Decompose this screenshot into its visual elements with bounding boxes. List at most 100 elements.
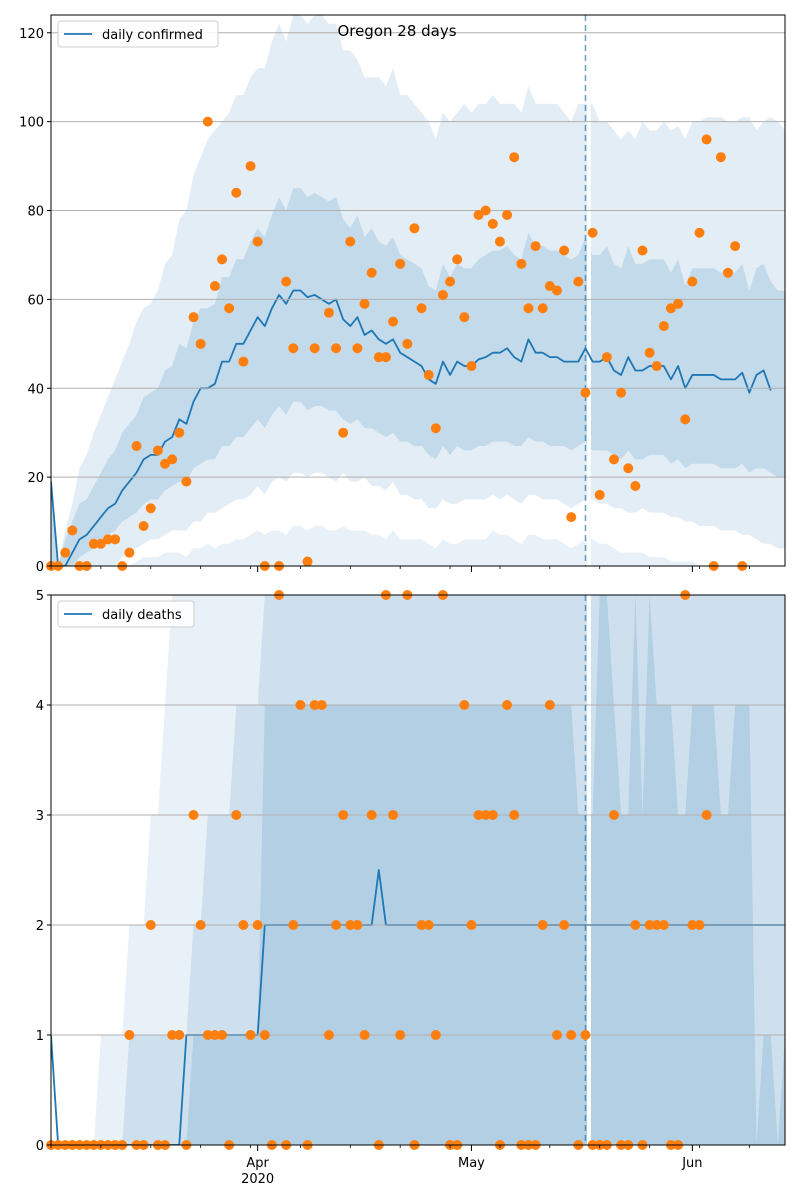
- confirmed-data-point: [480, 205, 491, 216]
- confirmed-data-point: [452, 254, 463, 265]
- deaths-y-tick-label: 4: [36, 699, 44, 714]
- confirmed-data-point: [715, 152, 726, 163]
- confirmed-data-point: [409, 223, 420, 234]
- confirmed-data-point: [238, 356, 249, 367]
- confirmed-data-point: [338, 427, 349, 438]
- confirmed-data-point: [181, 476, 192, 487]
- confirmed-data-point: [416, 303, 427, 314]
- deaths-legend-label: daily deaths: [102, 608, 182, 623]
- confirmed-legend: daily confirmed: [57, 20, 219, 48]
- deaths-data-point: [188, 810, 199, 820]
- deaths-data-point: [430, 1030, 441, 1040]
- confirmed-data-point: [637, 245, 648, 256]
- confirmed-data-point: [224, 303, 235, 314]
- confirmed-data-point: [523, 303, 534, 314]
- deaths-y-tick-label: 5: [36, 589, 44, 604]
- deaths-band-middle: [51, 595, 785, 1145]
- deaths-data-point: [551, 1030, 562, 1040]
- deaths-data-point: [252, 920, 263, 930]
- confirmed-y-tick-label: 120: [19, 27, 44, 42]
- confirmed-data-point: [680, 414, 691, 425]
- confirmed-data-point: [473, 209, 484, 220]
- confirmed-data-point: [202, 116, 213, 127]
- confirmed-band-outer: [51, 526, 785, 566]
- confirmed-data-point: [509, 152, 520, 163]
- confirmed-y-tick-label: 40: [27, 382, 44, 397]
- confirmed-data-point: [209, 281, 220, 292]
- deaths-data-point: [559, 920, 570, 930]
- deaths-data-point: [202, 1030, 213, 1040]
- confirmed-data-point: [573, 276, 584, 287]
- confirmed-data-point: [665, 303, 676, 314]
- confirmed-band-inner: [51, 188, 785, 566]
- confirmed-data-point: [673, 298, 684, 309]
- deaths-data-point: [359, 1030, 370, 1040]
- deaths-legend-box: [57, 600, 195, 628]
- confirmed-data-point: [281, 276, 292, 287]
- confirmed-data-point: [494, 236, 505, 247]
- confirmed-data-point: [530, 241, 541, 252]
- confirmed-data-point: [623, 463, 634, 474]
- confirmed-data-point: [608, 454, 619, 465]
- confirmed-legend-box: [57, 20, 219, 48]
- x-tick-sublabel: 2020: [241, 1172, 274, 1187]
- deaths-data-point: [288, 920, 299, 930]
- deaths-data-point: [345, 920, 356, 930]
- confirmed-data-point: [288, 343, 299, 354]
- confirmed-data-point: [594, 489, 605, 500]
- deaths-data-point: [644, 920, 655, 930]
- deaths-data-point: [687, 920, 698, 930]
- confirmed-data-point: [60, 547, 71, 558]
- deaths-data-point: [331, 920, 342, 930]
- x-tick-label: May: [458, 1156, 485, 1171]
- confirmed-data-point: [502, 209, 513, 220]
- deaths-data-point: [544, 700, 555, 710]
- deaths-data-point: [238, 920, 249, 930]
- confirmed-data-point: [466, 361, 477, 372]
- deaths-data-point: [316, 700, 327, 710]
- deaths-data-point: [195, 920, 206, 930]
- deaths-data-point: [338, 810, 349, 820]
- deaths-data-point: [566, 1030, 577, 1040]
- confirmed-data-point: [67, 525, 78, 536]
- deaths-data-point: [323, 1030, 334, 1040]
- confirmed-data-point: [309, 343, 320, 354]
- confirmed-data-point: [174, 427, 185, 438]
- deaths-y-tick-label: 3: [36, 809, 44, 824]
- deaths-data-point: [480, 810, 491, 820]
- deaths-legend: daily deaths: [57, 600, 195, 628]
- confirmed-forecast-gap: [586, 15, 591, 566]
- confirmed-plot-area: [51, 15, 785, 566]
- deaths-data-point: [217, 1030, 228, 1040]
- confirmed-data-point: [217, 254, 228, 265]
- confirmed-data-point: [167, 454, 178, 465]
- deaths-data-point: [701, 810, 712, 820]
- confirmed-data-point: [459, 312, 470, 323]
- deaths-data-point: [487, 810, 498, 820]
- confirmed-data-point: [188, 312, 199, 323]
- chart-title: Oregon 28 days: [337, 22, 456, 40]
- deaths-data-point: [502, 700, 513, 710]
- confirmed-legend-label: daily confirmed: [102, 28, 203, 43]
- deaths-band-inner: [51, 595, 785, 1145]
- confirmed-data-point: [152, 445, 163, 456]
- confirmed-data-point: [195, 338, 206, 349]
- confirmed-data-point: [252, 236, 263, 247]
- confirmed-data-point: [630, 481, 641, 492]
- deaths-data-point: [259, 1030, 270, 1040]
- confirmed-data-point: [616, 387, 627, 398]
- deaths-data-point: [295, 700, 306, 710]
- deaths-y-tick-label: 1: [36, 1029, 44, 1044]
- deaths-data-point: [231, 810, 242, 820]
- confirmed-data-point: [601, 352, 612, 363]
- confirmed-data-point: [402, 338, 413, 349]
- deaths-data-point: [245, 1030, 256, 1040]
- confirmed-data-point: [366, 267, 377, 278]
- deaths-plot-area: [51, 595, 785, 1145]
- deaths-data-point: [473, 810, 484, 820]
- confirmed-data-point: [345, 236, 356, 247]
- confirmed-data-point: [124, 547, 135, 558]
- deaths-data-point: [466, 920, 477, 930]
